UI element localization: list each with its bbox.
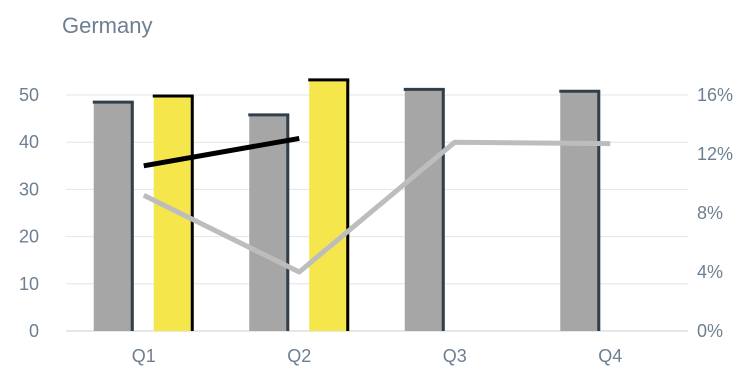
y-left-tick-label: 40	[19, 132, 39, 152]
tick-labels: 0 10 20 30 40 50 0% 4% 8% 12% 16% Q1 Q2 Q3 Q4	[19, 85, 733, 366]
bar	[153, 95, 194, 331]
bar	[560, 91, 601, 331]
chart-title: Germany	[62, 13, 152, 38]
x-tick-label: Q2	[287, 346, 311, 366]
bars	[92, 78, 601, 331]
y-left-tick-label: 10	[19, 274, 39, 294]
x-tick-label: Q3	[443, 346, 467, 366]
y-right-tick-label: 12%	[697, 144, 733, 164]
y-left-tick-label: 50	[19, 85, 39, 105]
x-tick-label: Q1	[132, 346, 156, 366]
y-left-tick-label: 30	[19, 179, 39, 199]
x-tick-label: Q4	[598, 346, 622, 366]
y-left-tick-label: 20	[19, 227, 39, 247]
y-left-tick-label: 0	[29, 321, 39, 341]
y-right-tick-label: 0%	[697, 321, 723, 341]
y-right-tick-label: 8%	[697, 203, 723, 223]
bar	[404, 89, 445, 331]
bar	[93, 102, 134, 331]
y-right-tick-label: 4%	[697, 262, 723, 282]
bar	[249, 114, 290, 331]
series-line	[143, 135, 300, 169]
lines	[142, 135, 611, 275]
bar	[309, 79, 350, 331]
series-line	[142, 139, 611, 275]
y-right-tick-label: 16%	[697, 85, 733, 105]
